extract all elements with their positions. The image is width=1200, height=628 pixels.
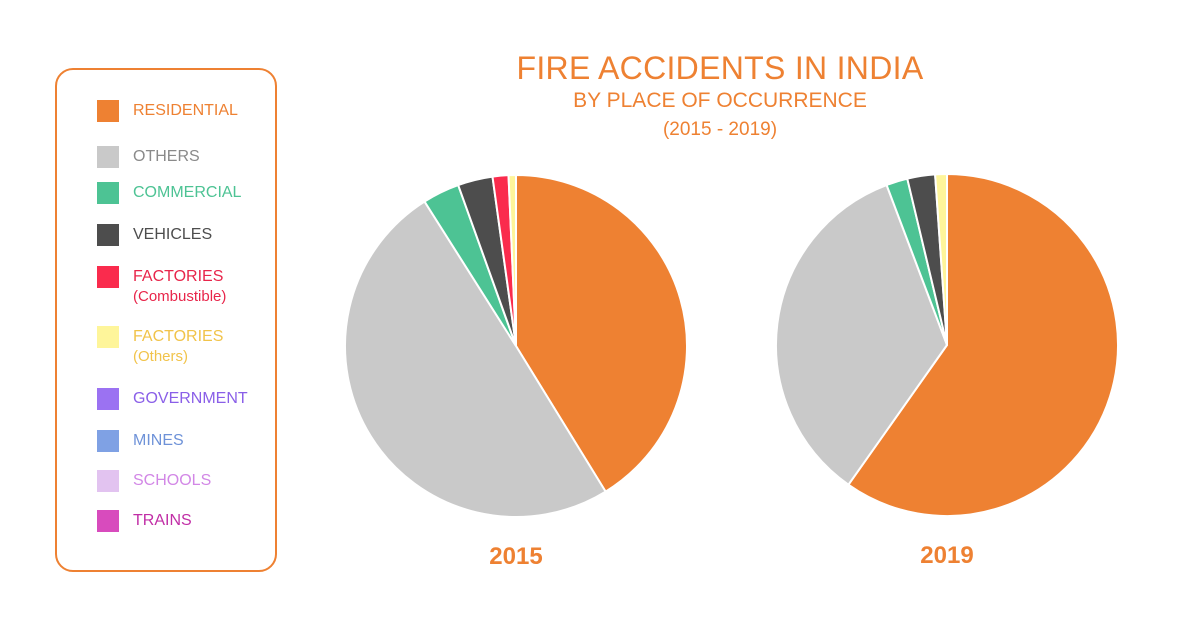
pie-year-label: 2015 [489, 543, 542, 570]
pie-2019 [776, 174, 1118, 516]
pie-year-label: 2019 [920, 542, 973, 569]
pie-2015 [345, 175, 687, 517]
